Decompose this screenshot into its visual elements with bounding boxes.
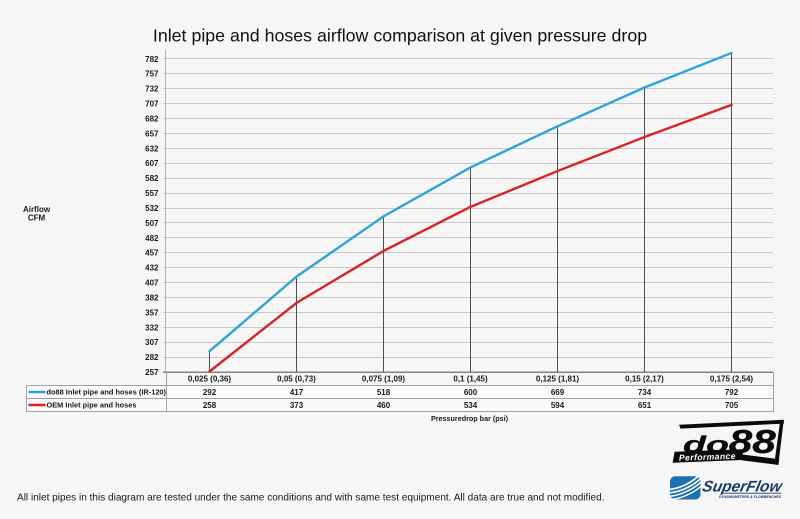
svg-text:669: 669: [551, 388, 565, 397]
svg-text:0,15 (2,17): 0,15 (2,17): [625, 375, 664, 384]
svg-text:432: 432: [145, 264, 159, 273]
svg-text:292: 292: [203, 388, 217, 397]
svg-text:0,05 (0,73): 0,05 (0,73): [277, 375, 316, 384]
svg-text:0,125 (1,81): 0,125 (1,81): [536, 375, 579, 384]
svg-text:Performance: Performance: [679, 451, 736, 463]
svg-text:594: 594: [551, 401, 565, 410]
svg-text:CFM: CFM: [28, 214, 46, 223]
svg-text:457: 457: [145, 249, 159, 258]
svg-text:382: 382: [145, 293, 159, 302]
svg-text:282: 282: [145, 353, 159, 362]
svg-text:460: 460: [377, 401, 391, 410]
svg-text:507: 507: [145, 219, 159, 228]
svg-text:0,075 (1,09): 0,075 (1,09): [362, 375, 405, 384]
svg-text:734: 734: [638, 388, 652, 397]
svg-text:357: 357: [145, 308, 159, 317]
svg-text:do: do: [683, 432, 729, 458]
svg-text:Airflow: Airflow: [23, 205, 51, 214]
svg-text:557: 557: [145, 189, 159, 198]
svg-text:600: 600: [464, 388, 478, 397]
svg-text:792: 792: [725, 388, 739, 397]
svg-text:OEM Inlet pipe and hoses: OEM Inlet pipe and hoses: [47, 401, 137, 410]
svg-text:All inlet pipes in this diagra: All inlet pipes in this diagram are test…: [17, 492, 605, 503]
svg-text:582: 582: [145, 174, 159, 183]
svg-text:682: 682: [145, 114, 159, 123]
svg-text:257: 257: [145, 368, 159, 377]
svg-text:407: 407: [145, 279, 159, 288]
svg-text:732: 732: [145, 85, 159, 94]
svg-text:518: 518: [377, 388, 391, 397]
svg-text:651: 651: [638, 401, 652, 410]
svg-text:532: 532: [145, 204, 159, 213]
svg-text:258: 258: [203, 401, 217, 410]
svg-text:88: 88: [729, 424, 777, 461]
svg-text:707: 707: [145, 100, 159, 109]
svg-text:0,1 (1,45): 0,1 (1,45): [453, 375, 488, 384]
svg-text:757: 757: [145, 70, 159, 79]
svg-text:do88 Inlet pipe and hoses (IR-: do88 Inlet pipe and hoses (IR-120): [47, 388, 167, 397]
svg-text:632: 632: [145, 144, 159, 153]
svg-text:534: 534: [464, 401, 478, 410]
svg-text:332: 332: [145, 323, 159, 332]
svg-text:0,175 (2,54): 0,175 (2,54): [710, 375, 753, 384]
svg-text:657: 657: [145, 129, 159, 138]
svg-text:705: 705: [725, 401, 739, 410]
svg-text:482: 482: [145, 234, 159, 243]
svg-text:417: 417: [290, 388, 304, 397]
svg-text:607: 607: [145, 159, 159, 168]
svg-text:307: 307: [145, 338, 159, 347]
svg-text:DYNAMOMETERS & FLOWBENCHES: DYNAMOMETERS & FLOWBENCHES: [719, 495, 782, 499]
svg-text:373: 373: [290, 401, 304, 410]
svg-text:Pressuredrop bar (psi): Pressuredrop bar (psi): [431, 414, 509, 423]
svg-text:Inlet pipe and hoses airflow c: Inlet pipe and hoses airflow comparison …: [153, 26, 647, 46]
svg-text:0,025 (0,36): 0,025 (0,36): [188, 375, 231, 384]
svg-text:SuperFlow: SuperFlow: [701, 478, 786, 495]
svg-text:782: 782: [145, 55, 159, 64]
